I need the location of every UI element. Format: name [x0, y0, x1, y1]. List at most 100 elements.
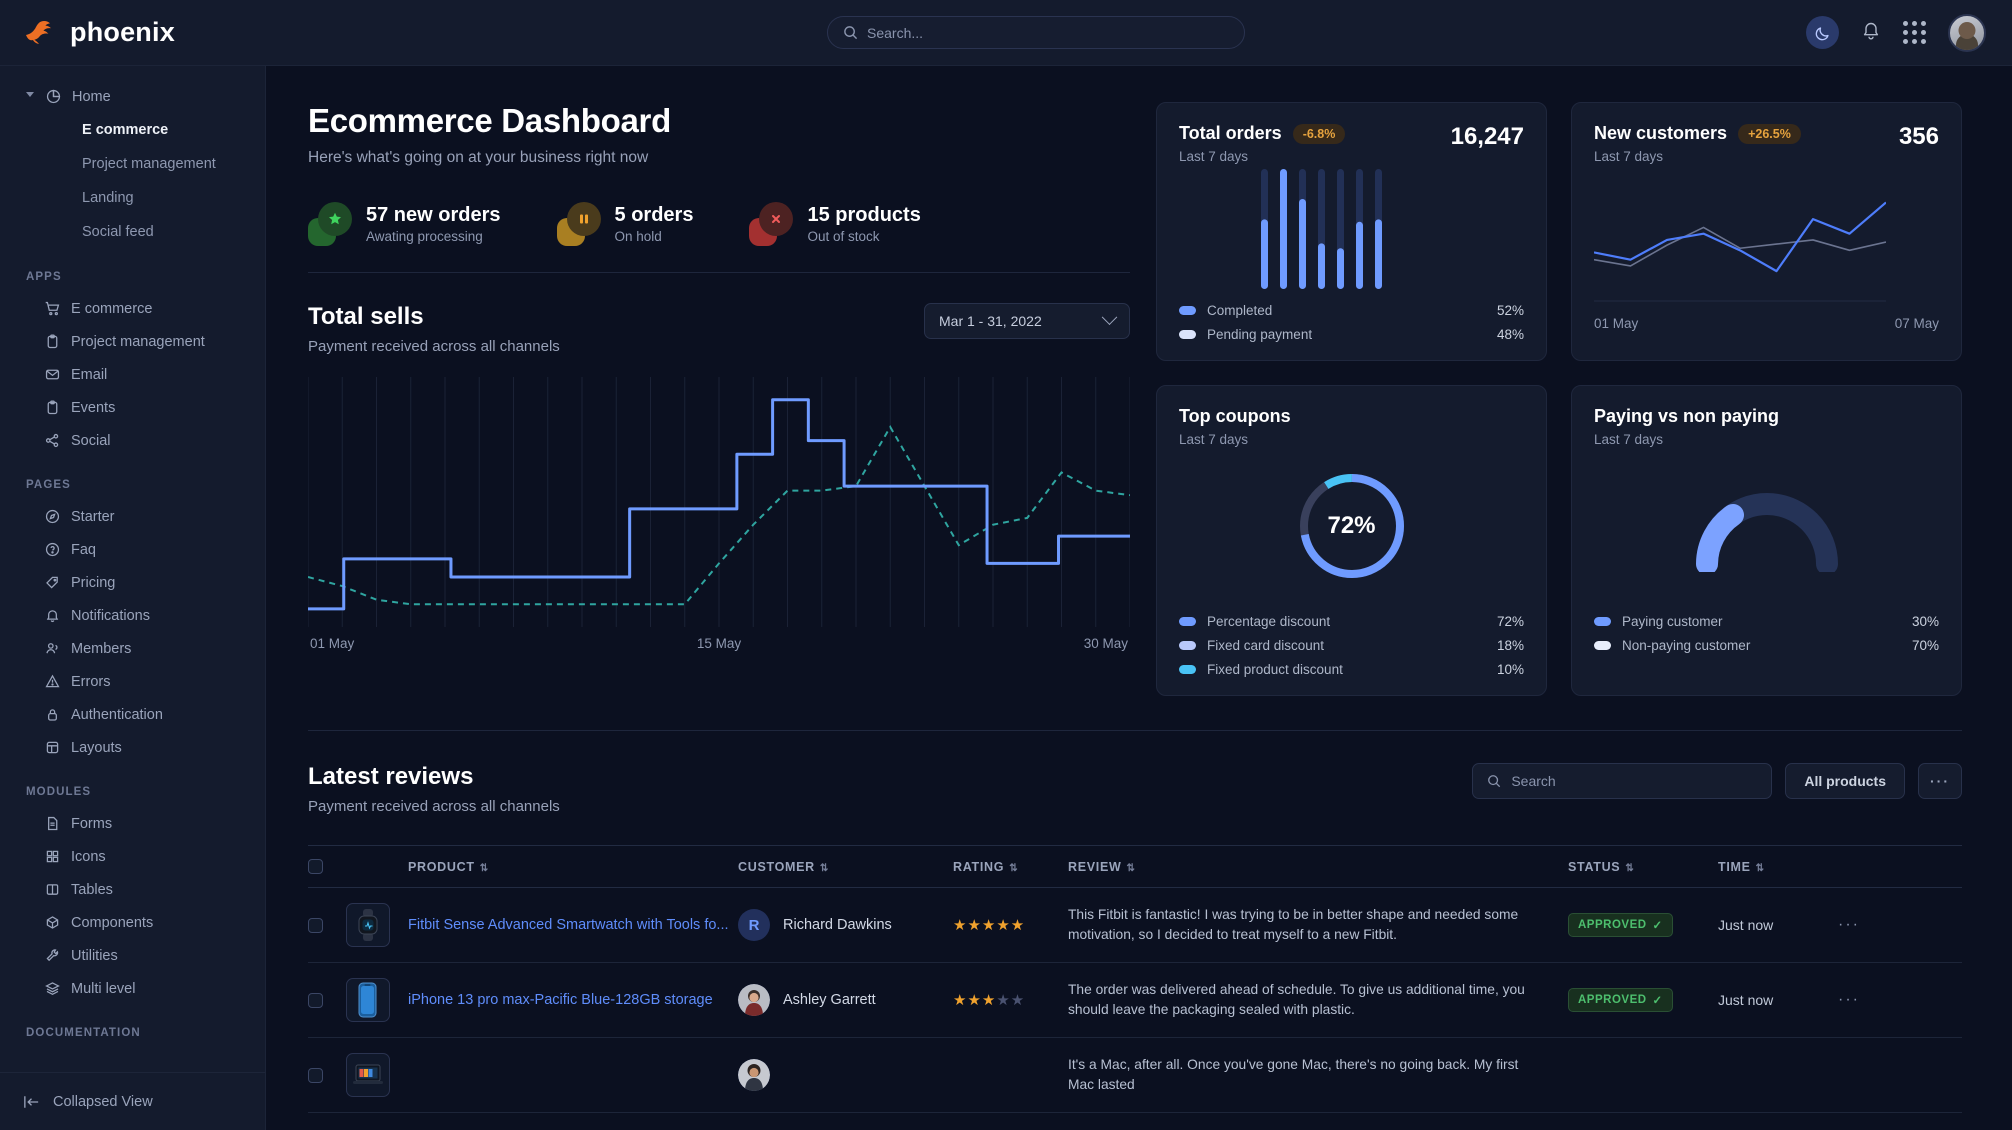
reviews-more-button[interactable]: ··· — [1918, 763, 1962, 799]
row-rating-cell: ★★★★★ — [953, 887, 1068, 963]
row-checkbox[interactable] — [308, 1067, 323, 1083]
chevron-right-icon — [26, 678, 33, 686]
sidebar-item-events[interactable]: Events — [0, 391, 265, 424]
table-row[interactable]: Fitbit Sense Advanced Smartwatch with To… — [308, 887, 1962, 963]
row-more-icon[interactable]: ··· — [1838, 991, 1860, 1008]
quick-stat-new-orders[interactable]: 57 new orders Awating processing — [308, 202, 501, 246]
apps-grid-button[interactable] — [1903, 21, 1926, 44]
row-select-cell[interactable] — [308, 887, 346, 963]
sidebar-subitem-label: Social feed — [82, 224, 154, 240]
sidebar-item-icons[interactable]: Icons — [0, 840, 265, 873]
dashboard-left-column: Ecommerce Dashboard Here's what's going … — [307, 102, 1131, 651]
sidebar-item-members[interactable]: Members — [0, 632, 265, 665]
row-actions-cell[interactable]: ··· — [1838, 962, 1962, 1038]
date-range-select[interactable]: Mar 1 - 31, 2022 — [924, 303, 1130, 339]
row-rating-cell — [953, 1037, 1068, 1113]
review-text: This Fitbit is fantastic! I was trying t… — [1068, 907, 1519, 942]
select-all-header[interactable] — [308, 845, 346, 888]
sidebar-item-multi-level[interactable]: Multi level — [0, 972, 265, 1005]
x-icon — [772, 215, 781, 223]
sidebar-item-social[interactable]: Social — [0, 424, 265, 457]
sidebar-item-authentication[interactable]: Authentication — [0, 698, 265, 731]
product-link[interactable]: iPhone 13 pro max-Pacific Blue-128GB sto… — [408, 992, 713, 1008]
column-header-customer[interactable]: CUSTOMER ⇅ — [738, 845, 953, 888]
row-product-cell[interactable]: Fitbit Sense Advanced Smartwatch with To… — [408, 887, 738, 963]
layers-icon — [43, 980, 61, 998]
sidebar-item-components[interactable]: Components — [0, 906, 265, 939]
sidebar-item-forms[interactable]: Forms — [0, 807, 265, 840]
sidebar-item-label: Notifications — [71, 607, 150, 624]
avatar[interactable] — [1948, 13, 1986, 52]
theme-toggle-button[interactable] — [1806, 16, 1839, 49]
sidebar-item-home[interactable]: Home — [0, 80, 265, 113]
sidebar-subitem-e-commerce[interactable]: E commerce — [0, 113, 265, 147]
row-select-cell[interactable] — [308, 962, 346, 1038]
sidebar-item-faq[interactable]: Faq — [0, 533, 265, 566]
reviews-subtitle: Payment received across all channels — [308, 798, 560, 815]
legend-value: 70% — [1911, 638, 1939, 653]
sidebar-subitem-landing[interactable]: Landing — [0, 181, 265, 215]
layout-icon — [43, 739, 61, 757]
column-label: TIME — [1718, 859, 1751, 874]
sidebar-item-tables[interactable]: Tables — [0, 873, 265, 906]
trend-badge: +26.5% — [1738, 123, 1801, 144]
notifications-button[interactable] — [1861, 20, 1881, 46]
sidebar-item-project-management[interactable]: Project management — [0, 325, 265, 358]
customer-name: Richard Dawkins — [783, 917, 892, 933]
column-label: PRODUCT — [408, 859, 475, 874]
table-header-row: PRODUCT ⇅ CUSTOMER ⇅ RATING ⇅ REVIEW ⇅ — [308, 845, 1962, 888]
row-checkbox[interactable] — [308, 917, 323, 933]
sidebar-item-label: Members — [71, 640, 132, 657]
sidebar-subitem-social-feed[interactable]: Social feed — [0, 215, 265, 249]
table-row[interactable]: iPhone 13 pro max-Pacific Blue-128GB sto… — [308, 962, 1962, 1038]
collapsed-view-button[interactable]: Collapsed View — [0, 1072, 265, 1130]
chevron-right-icon — [26, 305, 33, 313]
sort-icon: ⇅ — [1009, 862, 1019, 874]
legend-swatch — [1179, 665, 1196, 674]
legend-value: 48% — [1496, 327, 1524, 342]
sidebar-item-e-commerce[interactable]: E commerce — [0, 292, 265, 325]
row-actions-cell[interactable]: ··· — [1838, 887, 1962, 963]
chevron-right-icon — [26, 886, 33, 894]
new-customers-axis: 01 May 07 May — [1594, 316, 1939, 331]
row-customer-cell: Ashley Garrett — [738, 962, 953, 1038]
column-header-time[interactable]: TIME ⇅ — [1718, 845, 1838, 888]
axis-tick: 15 May — [696, 636, 742, 651]
product-link[interactable]: Fitbit Sense Advanced Smartwatch with To… — [408, 917, 729, 933]
legend-value: 52% — [1496, 303, 1524, 318]
sidebar-item-notifications[interactable]: Notifications — [0, 599, 265, 632]
sidebar-subitem-project-management[interactable]: Project management — [0, 147, 265, 181]
row-product-cell[interactable]: iPhone 13 pro max-Pacific Blue-128GB sto… — [408, 962, 738, 1038]
global-search-wrap: Search... — [266, 16, 1806, 49]
sidebar-item-errors[interactable]: Errors — [0, 665, 265, 698]
quick-stat-out-of-stock[interactable]: 15 products Out of stock — [749, 202, 921, 246]
quick-stat-on-hold[interactable]: 5 orders On hold — [556, 202, 693, 246]
row-checkbox[interactable] — [308, 992, 323, 1008]
legend-value: 10% — [1496, 662, 1524, 677]
question-circle-icon — [43, 541, 61, 559]
row-more-icon[interactable]: ··· — [1838, 916, 1860, 933]
column-label: RATING — [953, 859, 1005, 874]
new-customers-chart — [1593, 178, 1939, 307]
pause-icon — [579, 214, 588, 224]
sidebar-item-pricing[interactable]: Pricing — [0, 566, 265, 599]
all-products-button[interactable]: All products — [1785, 763, 1905, 799]
table-row[interactable]: It's a Mac, after all. Once you've gone … — [308, 1037, 1962, 1113]
column-header-product[interactable]: PRODUCT ⇅ — [408, 845, 738, 888]
sidebar-item-layouts[interactable]: Layouts — [0, 731, 265, 764]
column-header-review[interactable]: REVIEW ⇅ — [1068, 845, 1568, 888]
row-product-cell[interactable] — [408, 1037, 738, 1113]
column-header-rating[interactable]: RATING ⇅ — [953, 845, 1068, 888]
sidebar-item-starter[interactable]: Starter — [0, 500, 265, 533]
brand[interactable]: phoenix — [0, 17, 266, 48]
reviews-search-input[interactable]: Search — [1472, 763, 1773, 799]
column-header-status[interactable]: STATUS ⇅ — [1568, 845, 1718, 888]
row-actions-cell[interactable] — [1838, 1037, 1962, 1113]
sidebar-item-utilities[interactable]: Utilities — [0, 939, 265, 972]
sidebar-item-email[interactable]: Email — [0, 358, 265, 391]
select-all-checkbox[interactable] — [308, 859, 323, 874]
main-content: Ecommerce Dashboard Here's what's going … — [266, 66, 2012, 1130]
sidebar-item-label: E commerce — [71, 300, 153, 317]
global-search-input[interactable]: Search... — [827, 16, 1245, 49]
row-select-cell[interactable] — [308, 1037, 346, 1113]
